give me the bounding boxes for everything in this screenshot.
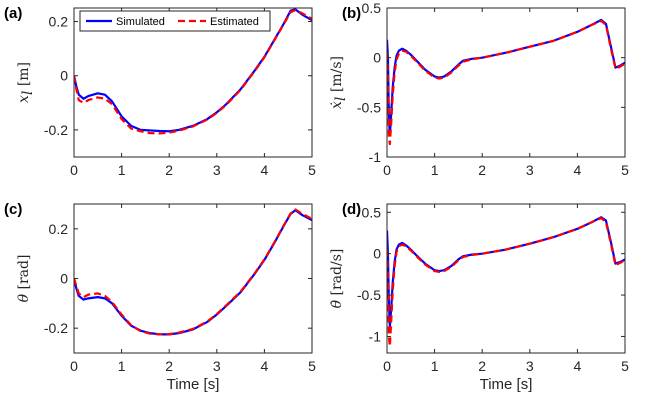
y-axis-symbol: ẋ [329,101,345,109]
y-axis-unit: [m/s] [329,56,345,97]
y-tick-label: -0.2 [44,122,68,138]
series-line-simulated [387,18,625,137]
y-tick-label: 0 [373,246,381,262]
panel-c: 0 1 2 3 4 5 0.2 0 -0.2 θ [rad] Time [s] (c) [4,201,316,393]
x-tick-label: 1 [431,162,439,178]
axes-box [386,7,626,158]
x-tick-label: 3 [213,162,221,178]
x-tick-label: 0 [70,358,78,374]
y-tick-label: 0.2 [49,221,69,237]
y-axis-unit: [rad] [16,255,32,294]
x-tick-label: 1 [118,162,126,178]
y-axis-symbol: θ̇ [329,299,345,308]
legend-label-simulated: Simulated [116,16,165,28]
y-tick-label: 0.5 [362,0,382,16]
x-axis-label: Time [s] [480,376,533,393]
y-tick-label: -1 [369,149,382,165]
series-line-simulated [74,209,312,336]
panel-label: (c) [4,201,22,218]
x-tick-label: 5 [621,162,629,178]
panel-b: 0 1 2 3 4 5 0.5 0 -0.5 -1 ẋl [m/s] (b) [329,0,629,178]
x-tick-label: 0 [383,358,391,374]
x-tick-label: 2 [478,162,486,178]
y-tick-label: -1 [369,328,382,344]
axes-box [386,203,626,354]
y-tick-label: -0.2 [44,320,68,336]
x-tick-label: 1 [431,358,439,374]
y-axis-subscript: l [333,97,349,101]
x-tick-label: 2 [478,358,486,374]
x-tick-label: 5 [308,358,316,374]
x-tick-label: 0 [70,162,78,178]
x-tick-label: 5 [621,358,629,374]
y-tick-label: 0 [373,50,381,66]
y-axis-unit: [rad/s] [329,249,345,300]
panel-d: 0 1 2 3 4 5 0.5 0 -0.5 -1 θ̇ [rad/s] Time [s] (d) [329,201,629,393]
y-axis-label: xl [m] [16,62,36,103]
x-tick-label: 2 [165,358,173,374]
x-tick-label: 4 [574,358,582,374]
y-axis-symbol: θ [16,293,32,302]
y-tick-label: 0.5 [362,204,382,220]
panel-label: (a) [4,5,22,22]
y-axis-label: ẋl [m/s] [329,56,349,109]
x-tick-label: 0 [383,162,391,178]
series-line-estimated [74,9,312,135]
x-tick-label: 4 [261,162,269,178]
panel-label: (b) [342,5,361,22]
y-axis-subscript: l [20,91,36,95]
y-axis-unit: [m] [16,62,32,91]
series-line-estimated [74,208,312,336]
x-tick-label: 3 [526,162,534,178]
x-tick-label: 2 [165,162,173,178]
axes-box [73,203,313,354]
y-tick-label: 0.2 [49,14,69,30]
series-line-estimated [387,216,625,348]
x-tick-label: 4 [261,358,269,374]
y-tick-label: 0 [60,271,68,287]
x-tick-label: 1 [118,358,126,374]
y-tick-label: -0.5 [357,99,381,115]
y-tick-label: -0.5 [357,287,381,303]
y-axis-label: θ̇ [rad/s] [329,249,345,309]
legend: Simulated Estimated [79,10,271,32]
x-tick-label: 3 [526,358,534,374]
axes-box [73,7,313,158]
panel-label: (d) [342,201,361,218]
x-tick-label: 3 [213,358,221,374]
panel-a: 0 1 2 3 4 5 0.2 0 -0.2 xl [m] (a) [4,5,316,178]
series-line-simulated [387,216,625,328]
series-line-estimated [387,19,625,146]
legend-label-estimated: Estimated [210,16,259,28]
y-axis-symbol: x [16,95,32,103]
y-tick-label: 0 [60,68,68,84]
legend-box [79,10,271,32]
x-tick-label: 4 [574,162,582,178]
x-tick-label: 5 [308,162,316,178]
x-axis-label: Time [s] [167,376,220,393]
y-axis-label: θ [rad] [16,255,32,303]
